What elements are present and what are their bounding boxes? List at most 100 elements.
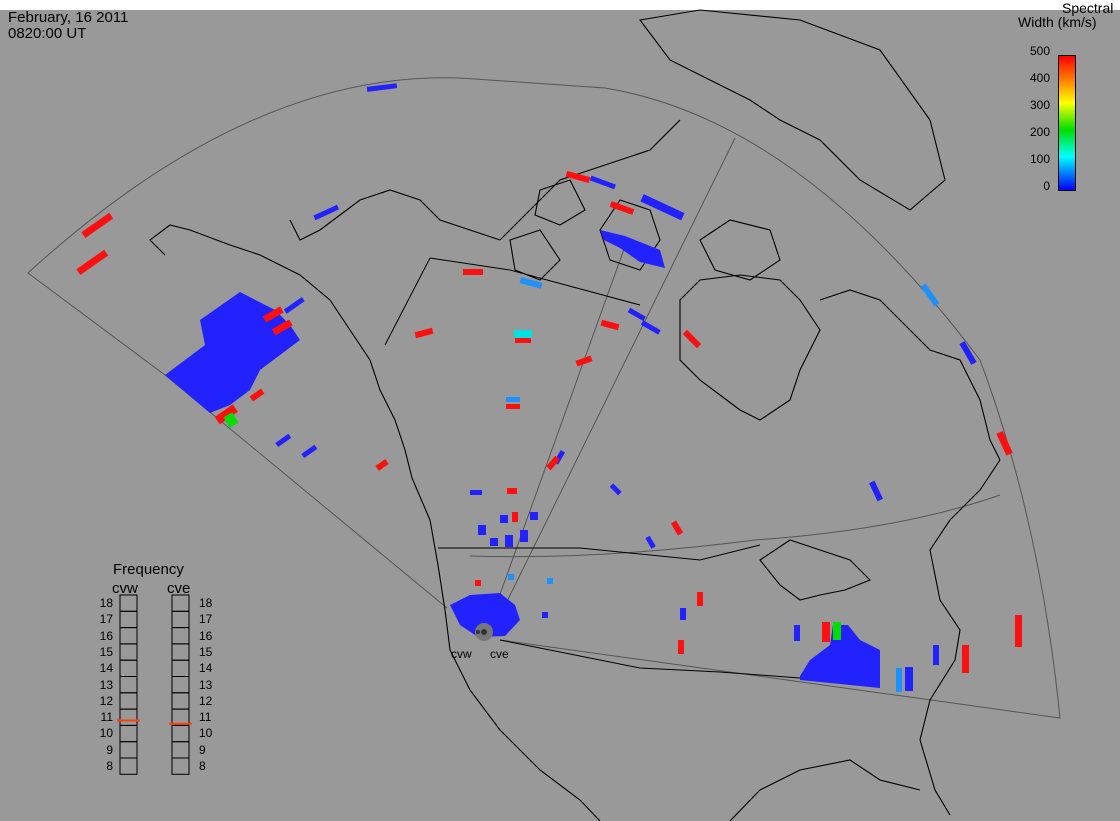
date-label: February, 16 2011 bbox=[8, 9, 129, 26]
cve-site-label: cve bbox=[490, 647, 509, 661]
echo-cell bbox=[547, 578, 553, 584]
frequency-cell bbox=[171, 724, 190, 743]
frequency-bars bbox=[117, 594, 192, 775]
radar-echoes-medium-width bbox=[506, 277, 940, 692]
echo-cell bbox=[76, 249, 109, 276]
echo-cell bbox=[600, 319, 620, 331]
frequency-tick-left: 10 bbox=[99, 726, 113, 741]
time-label: 0820:00 UT bbox=[8, 25, 87, 42]
colorbar-tick-label: 400 bbox=[1029, 71, 1050, 85]
frequency-tick-right: 10 bbox=[199, 726, 213, 741]
island-1 bbox=[599, 199, 661, 271]
map-background bbox=[0, 10, 1120, 821]
frequency-cell bbox=[119, 610, 138, 629]
echo-cell bbox=[506, 404, 520, 409]
frequency-tick-right: 16 bbox=[199, 628, 213, 643]
echo-cell bbox=[822, 622, 830, 642]
frequency-cell bbox=[119, 627, 138, 645]
coast-hudson-bay bbox=[679, 274, 821, 421]
frequency-tick-left: 13 bbox=[99, 677, 113, 692]
frequency-tick-right: 12 bbox=[199, 693, 213, 708]
coast-atlantic bbox=[919, 459, 1001, 816]
echo-cell bbox=[546, 455, 560, 471]
echo-cell bbox=[697, 592, 703, 606]
frequency-cell bbox=[119, 676, 138, 694]
echo-cell bbox=[996, 430, 1013, 456]
frequency-tick-left: 8 bbox=[106, 759, 113, 773]
frequency-cell bbox=[171, 659, 190, 678]
echo-cell bbox=[262, 306, 284, 323]
echo-cell bbox=[680, 608, 686, 620]
colorbar-gradient bbox=[1058, 55, 1076, 191]
island-2 bbox=[534, 179, 586, 226]
coast-baja bbox=[444, 609, 601, 821]
radar-echoes-green-cyan bbox=[223, 330, 841, 640]
cve-site-center bbox=[481, 629, 487, 635]
echo-cell bbox=[507, 488, 517, 494]
frequency-cell bbox=[171, 594, 190, 612]
cvw-fov-boundary bbox=[27, 77, 606, 609]
echo-cell bbox=[478, 525, 486, 535]
colorbar-title-line1: Spectral bbox=[1062, 0, 1114, 16]
echo-cell bbox=[506, 397, 520, 402]
frequency-cell bbox=[119, 692, 138, 710]
coast-gulf bbox=[729, 759, 921, 821]
coast-alaska bbox=[289, 189, 501, 241]
border-us-mexico bbox=[499, 639, 801, 679]
echo-cell bbox=[589, 175, 616, 190]
echo-cell bbox=[609, 483, 622, 496]
frequency-tick-left: 9 bbox=[106, 742, 113, 757]
echo-cluster-origin bbox=[450, 593, 520, 637]
frequency-cell bbox=[119, 594, 138, 612]
echo-cell bbox=[609, 201, 635, 215]
colorbar-tick-label: 300 bbox=[1029, 98, 1050, 112]
echo-cell bbox=[520, 530, 528, 542]
echo-cell bbox=[565, 170, 591, 184]
coast-labrador bbox=[819, 289, 1001, 461]
border-territories bbox=[429, 257, 641, 306]
echo-cell bbox=[794, 625, 800, 641]
radar-echoes-high-width bbox=[76, 170, 1022, 673]
echo-cell bbox=[475, 580, 481, 586]
border-us-canada bbox=[438, 544, 761, 561]
frequency-tick-left: 17 bbox=[99, 612, 113, 627]
colorbar-tick-label: 0 bbox=[1043, 179, 1050, 193]
echo-cell bbox=[508, 574, 514, 580]
frequency-tick-right: 18 bbox=[199, 596, 213, 610]
coastlines bbox=[149, 9, 1001, 821]
echo-cell bbox=[275, 433, 292, 448]
cve-frequency-bar bbox=[169, 594, 192, 775]
echo-cell bbox=[833, 622, 841, 640]
echo-cell bbox=[959, 341, 977, 365]
frequency-cell bbox=[119, 724, 138, 743]
echo-cell bbox=[682, 329, 702, 349]
cvw-frequency-bar bbox=[117, 594, 140, 775]
radar-sites bbox=[475, 623, 493, 641]
frequency-cell bbox=[171, 643, 190, 661]
frequency-tick-right: 8 bbox=[199, 759, 206, 773]
frequency-cell bbox=[119, 643, 138, 661]
echo-cell bbox=[640, 194, 685, 221]
echo-cell bbox=[627, 307, 646, 322]
echo-cell bbox=[542, 612, 548, 618]
frequency-cell bbox=[119, 741, 138, 759]
cvw-site-label: cvw bbox=[451, 647, 472, 661]
colorbar-tick-label: 200 bbox=[1029, 125, 1050, 139]
echo-cell bbox=[640, 320, 661, 335]
echo-cell bbox=[514, 330, 532, 338]
frequency-cell bbox=[119, 708, 138, 726]
frequency-cell bbox=[171, 610, 190, 629]
echo-cell bbox=[271, 319, 293, 336]
echo-cell bbox=[283, 297, 305, 314]
echo-cell bbox=[470, 490, 482, 495]
echo-cell bbox=[530, 512, 538, 520]
great-lakes bbox=[759, 539, 871, 601]
frequency-cell bbox=[119, 757, 138, 775]
echo-cell bbox=[670, 520, 684, 536]
island-4 bbox=[699, 219, 781, 281]
echo-cell bbox=[505, 535, 513, 547]
echo-cell bbox=[515, 338, 531, 343]
echo-cluster-midwest bbox=[800, 625, 880, 688]
border-alaska-canada bbox=[384, 257, 431, 346]
